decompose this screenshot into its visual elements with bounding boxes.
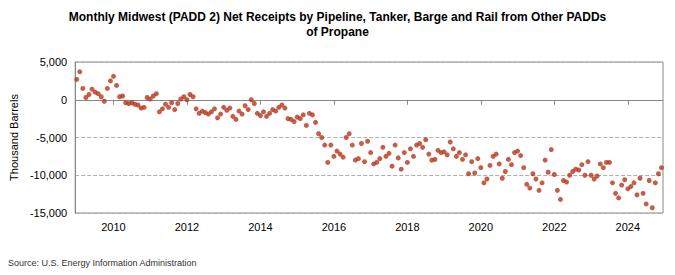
svg-text:Thousand Barrels: Thousand Barrels bbox=[8, 94, 20, 181]
svg-text:2010: 2010 bbox=[101, 221, 125, 233]
svg-text:5,000: 5,000 bbox=[40, 56, 68, 68]
svg-text:2016: 2016 bbox=[322, 221, 346, 233]
svg-text:-15,000: -15,000 bbox=[30, 207, 67, 219]
svg-text:Source: U.S. Energy Informatio: Source: U.S. Energy Information Administ… bbox=[8, 258, 197, 268]
svg-text:of Propane: of Propane bbox=[306, 25, 369, 39]
svg-text:2012: 2012 bbox=[175, 221, 199, 233]
svg-text:2020: 2020 bbox=[469, 221, 493, 233]
svg-text:0: 0 bbox=[61, 94, 67, 106]
svg-text:-10,000: -10,000 bbox=[30, 169, 67, 181]
svg-text:Monthly Midwest (PADD 2) Net R: Monthly Midwest (PADD 2) Net Receipts by… bbox=[69, 10, 607, 24]
svg-text:2018: 2018 bbox=[395, 221, 419, 233]
svg-text:2024: 2024 bbox=[616, 221, 640, 233]
svg-text:-5,000: -5,000 bbox=[36, 132, 67, 144]
svg-text:2014: 2014 bbox=[248, 221, 272, 233]
svg-text:2022: 2022 bbox=[542, 221, 566, 233]
